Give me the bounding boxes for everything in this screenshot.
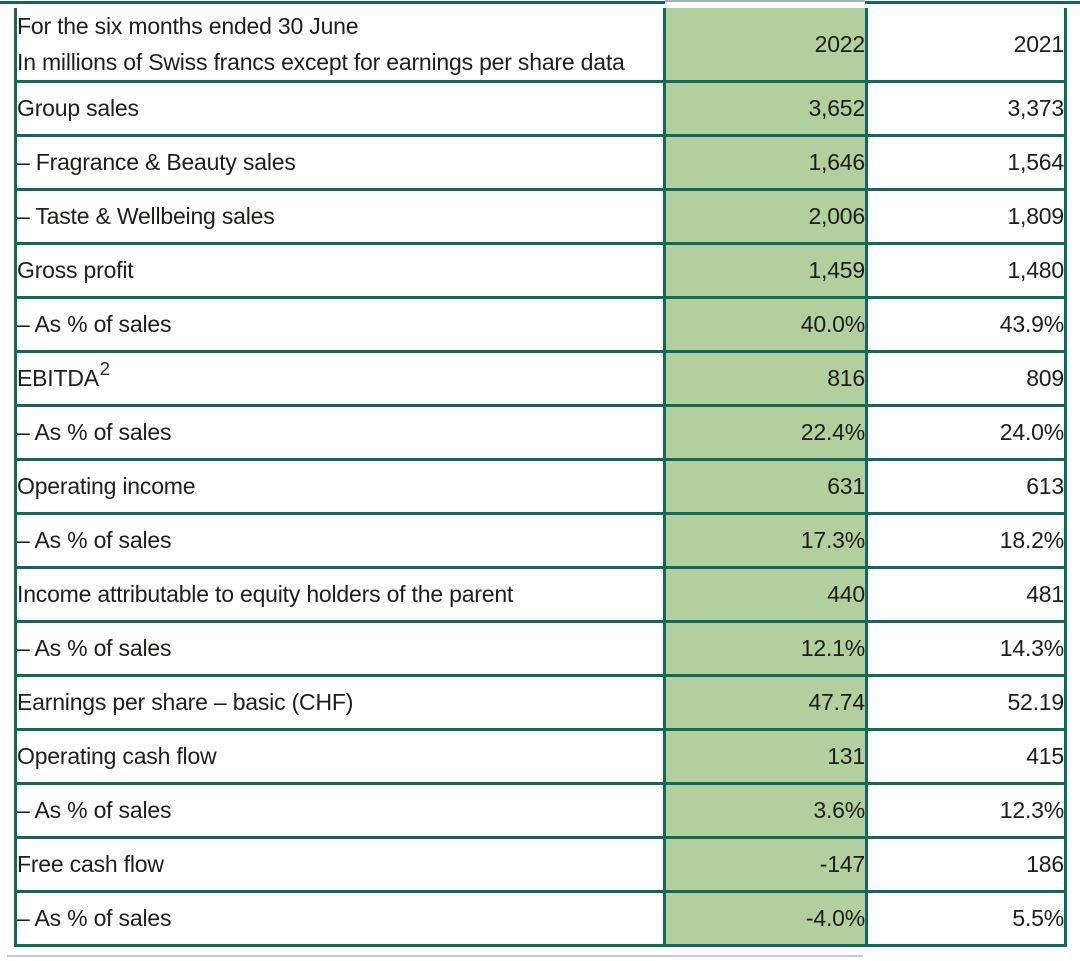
table-row: – As % of sales -4.0% 5.5% <box>14 890 1067 947</box>
table-row: Operating income 631 613 <box>14 458 1067 515</box>
column-header-2021: 2021 <box>865 8 1067 83</box>
value-2021-cell: 809 <box>865 350 1067 407</box>
value-2021-cell: 5.5% <box>865 890 1067 947</box>
row-label-cell: – As % of sales <box>14 404 666 461</box>
value-2021-cell: 1,809 <box>865 188 1067 245</box>
value-2021-cell: 1,564 <box>865 134 1067 191</box>
row-label: – As % of sales <box>17 905 172 931</box>
table-row: Earnings per share – basic (CHF) 47.74 5… <box>14 674 1067 731</box>
value-2021-cell: 18.2% <box>865 512 1067 569</box>
row-label: Gross profit <box>17 257 134 283</box>
row-label: EBITDA <box>17 365 100 391</box>
row-label-cell: Income attributable to equity holders of… <box>14 566 666 623</box>
column-header-2022: 2022 <box>663 8 868 83</box>
row-label-cell: – As % of sales <box>14 890 666 947</box>
row-label: Operating income <box>17 473 196 499</box>
table-body: For the six months ended 30 June In mill… <box>14 8 1067 947</box>
row-label: Income attributable to equity holders of… <box>17 581 514 607</box>
row-label: Free cash flow <box>17 851 164 877</box>
row-label: – As % of sales <box>17 635 172 661</box>
top-rule-left-segment <box>0 1 665 4</box>
value-2021-cell: 24.0% <box>865 404 1067 461</box>
row-label-cell: – Fragrance & Beauty sales <box>14 134 666 191</box>
row-label: – Taste & Wellbeing sales <box>17 203 275 229</box>
value-2021-cell: 12.3% <box>865 782 1067 839</box>
row-label: – Fragrance & Beauty sales <box>17 149 296 175</box>
value-2022-cell: 47.74 <box>663 674 868 731</box>
table-row: Group sales 3,652 3,373 <box>14 80 1067 137</box>
value-2021-cell: 613 <box>865 458 1067 515</box>
table-row: Free cash flow -147 186 <box>14 836 1067 893</box>
value-2021-cell: 1,480 <box>865 242 1067 299</box>
value-2022-cell: 1,646 <box>663 134 868 191</box>
table-row: EBITDA2 816 809 <box>14 350 1067 407</box>
financial-summary-table: For the six months ended 30 June In mill… <box>14 8 1067 947</box>
table-row: – As % of sales 40.0% 43.9% <box>14 296 1067 353</box>
row-label: Operating cash flow <box>17 743 217 769</box>
value-2022-cell: 3.6% <box>663 782 868 839</box>
top-rule-right-segment <box>865 1 1080 4</box>
table-row: – Taste & Wellbeing sales 2,006 1,809 <box>14 188 1067 245</box>
row-label-cell: Free cash flow <box>14 836 666 893</box>
row-label-cell: Earnings per share – basic (CHF) <box>14 674 666 731</box>
row-label-cell: – As % of sales <box>14 512 666 569</box>
table-caption-cell: For the six months ended 30 June In mill… <box>14 8 666 83</box>
table-caption-line2: In millions of Swiss francs except for e… <box>17 49 625 75</box>
row-label-cell: EBITDA2 <box>14 350 666 407</box>
row-label: – As % of sales <box>17 311 172 337</box>
row-label-cell: – As % of sales <box>14 782 666 839</box>
value-2022-cell: -147 <box>663 836 868 893</box>
top-rule-middle-segment <box>665 0 865 2</box>
table-row: – As % of sales 3.6% 12.3% <box>14 782 1067 839</box>
value-2022-cell: 2,006 <box>663 188 868 245</box>
row-label-cell: Operating cash flow <box>14 728 666 785</box>
value-2022-cell: 17.3% <box>663 512 868 569</box>
value-2022-cell: 631 <box>663 458 868 515</box>
value-2022-cell: 40.0% <box>663 296 868 353</box>
row-label-cell: Operating income <box>14 458 666 515</box>
table-row: – As % of sales 17.3% 18.2% <box>14 512 1067 569</box>
table-row: – As % of sales 22.4% 24.0% <box>14 404 1067 461</box>
value-2022-cell: 3,652 <box>663 80 868 137</box>
value-2021-cell: 52.19 <box>865 674 1067 731</box>
row-label: – As % of sales <box>17 797 172 823</box>
row-label-cell: Gross profit <box>14 242 666 299</box>
row-label: Group sales <box>17 95 140 121</box>
row-label-cell: – As % of sales <box>14 296 666 353</box>
footnote-superscript: 2 <box>99 359 110 380</box>
value-2022-cell: 22.4% <box>663 404 868 461</box>
value-2021-cell: 14.3% <box>865 620 1067 677</box>
row-label: – As % of sales <box>17 527 172 553</box>
row-label-cell: – Taste & Wellbeing sales <box>14 188 666 245</box>
row-label: – As % of sales <box>17 419 172 445</box>
value-2022-cell: -4.0% <box>663 890 868 947</box>
row-label-cell: Group sales <box>14 80 666 137</box>
value-2022-cell: 131 <box>663 728 868 785</box>
value-2022-cell: 816 <box>663 350 868 407</box>
value-2022-cell: 440 <box>663 566 868 623</box>
value-2021-cell: 415 <box>865 728 1067 785</box>
value-2021-cell: 43.9% <box>865 296 1067 353</box>
table-header-row: For the six months ended 30 June In mill… <box>14 8 1067 83</box>
table-row: Operating cash flow 131 415 <box>14 728 1067 785</box>
row-label: Earnings per share – basic (CHF) <box>17 689 354 715</box>
row-label-cell: – As % of sales <box>14 620 666 677</box>
table-row: – Fragrance & Beauty sales 1,646 1,564 <box>14 134 1067 191</box>
table-row: Income attributable to equity holders of… <box>14 566 1067 623</box>
table-row: Gross profit 1,459 1,480 <box>14 242 1067 299</box>
table-caption-line1: For the six months ended 30 June <box>17 13 359 39</box>
value-2022-cell: 12.1% <box>663 620 868 677</box>
table-row: – As % of sales 12.1% 14.3% <box>14 620 1067 677</box>
value-2022-cell: 1,459 <box>663 242 868 299</box>
value-2021-cell: 3,373 <box>865 80 1067 137</box>
value-2021-cell: 481 <box>865 566 1067 623</box>
value-2021-cell: 186 <box>865 836 1067 893</box>
bottom-faint-rule <box>7 955 863 957</box>
